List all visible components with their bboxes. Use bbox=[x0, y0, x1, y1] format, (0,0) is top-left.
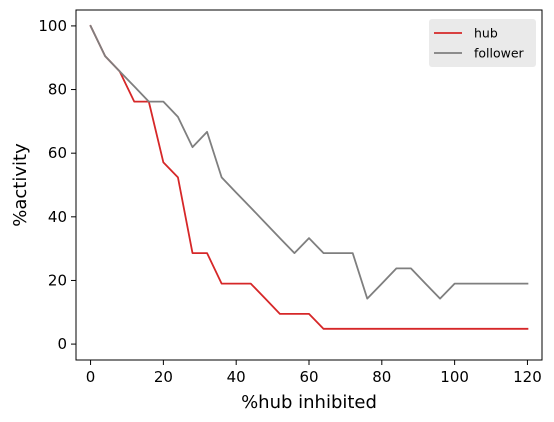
series-layer bbox=[89, 24, 529, 330]
x-tick-label: 80 bbox=[372, 368, 391, 386]
y-axis-label: %activity bbox=[10, 143, 31, 227]
y-tick-label: 20 bbox=[48, 271, 67, 289]
x-tick-label: 0 bbox=[86, 368, 96, 386]
x-tick-label: 120 bbox=[513, 368, 542, 386]
x-tick-label: 40 bbox=[227, 368, 246, 386]
y-tick-label: 100 bbox=[38, 17, 67, 35]
plot-background bbox=[76, 10, 542, 360]
series-line-follower bbox=[89, 24, 529, 300]
y-tick-label: 40 bbox=[48, 208, 67, 226]
legend-label-hub: hub bbox=[474, 26, 498, 41]
x-tick-label: 100 bbox=[440, 368, 469, 386]
y-axis: 0 20 40 60 80 100 bbox=[38, 17, 76, 353]
x-tick-label: 20 bbox=[154, 368, 173, 386]
y-tick-label: 0 bbox=[57, 335, 67, 353]
y-tick-label: 80 bbox=[48, 81, 67, 99]
legend: hub follower bbox=[429, 19, 536, 67]
series-line-hub bbox=[89, 24, 529, 330]
x-axis-label: %hub inhibited bbox=[241, 392, 377, 413]
y-tick-label: 60 bbox=[48, 144, 67, 162]
legend-box bbox=[429, 19, 536, 67]
legend-label-follower: follower bbox=[474, 46, 525, 61]
x-axis: 0 20 40 60 80 100 120 bbox=[86, 360, 542, 386]
x-tick-label: 60 bbox=[299, 368, 318, 386]
